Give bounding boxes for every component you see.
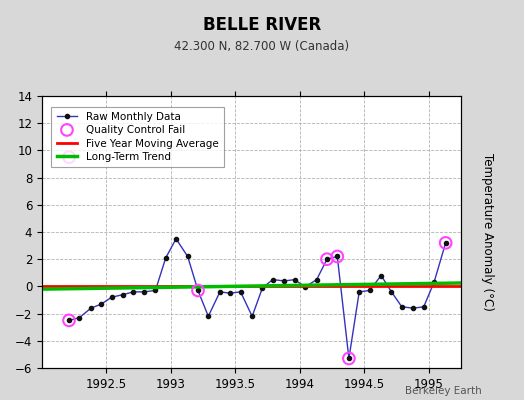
Line: Raw Monthly Data: Raw Monthly Data (67, 237, 447, 360)
Raw Monthly Data (259, 285, 266, 290)
Raw Monthly Data (281, 278, 288, 283)
Y-axis label: Temperature Anomaly (°C): Temperature Anomaly (°C) (481, 153, 494, 311)
Raw Monthly Data (98, 302, 104, 306)
Text: 42.300 N, 82.700 W (Canada): 42.300 N, 82.700 W (Canada) (174, 40, 350, 53)
Raw Monthly Data (431, 280, 437, 285)
Raw Monthly Data (399, 304, 405, 309)
Raw Monthly Data (237, 290, 244, 294)
Raw Monthly Data (195, 288, 201, 293)
Raw Monthly Data (205, 314, 212, 319)
Text: BELLE RIVER: BELLE RIVER (203, 16, 321, 34)
Raw Monthly Data (356, 290, 363, 294)
Legend: Raw Monthly Data, Quality Control Fail, Five Year Moving Average, Long-Term Tren: Raw Monthly Data, Quality Control Fail, … (51, 107, 224, 167)
Raw Monthly Data (162, 256, 169, 260)
Raw Monthly Data (76, 315, 82, 320)
Raw Monthly Data (324, 257, 330, 262)
Raw Monthly Data (270, 277, 276, 282)
Raw Monthly Data (120, 292, 126, 297)
Point (65, 154, 73, 160)
Quality Control Fail (194, 287, 202, 294)
Raw Monthly Data (313, 277, 320, 282)
Text: Berkeley Earth: Berkeley Earth (406, 386, 482, 396)
Raw Monthly Data (88, 306, 94, 310)
Raw Monthly Data (140, 290, 147, 294)
Quality Control Fail (323, 256, 331, 262)
Raw Monthly Data (108, 295, 115, 300)
Raw Monthly Data (388, 290, 395, 294)
Raw Monthly Data (217, 290, 223, 294)
Raw Monthly Data (173, 236, 179, 241)
Quality Control Fail (65, 317, 73, 324)
Quality Control Fail (333, 253, 342, 260)
Quality Control Fail (441, 240, 450, 246)
Raw Monthly Data (410, 306, 417, 310)
Raw Monthly Data (302, 285, 308, 290)
Raw Monthly Data (421, 304, 427, 309)
Raw Monthly Data (152, 288, 159, 293)
Raw Monthly Data (249, 314, 255, 319)
Raw Monthly Data (227, 291, 233, 296)
Raw Monthly Data (66, 318, 72, 323)
Raw Monthly Data (291, 277, 298, 282)
Raw Monthly Data (366, 288, 373, 293)
Raw Monthly Data (378, 273, 384, 278)
Raw Monthly Data (184, 254, 191, 259)
Raw Monthly Data (334, 254, 341, 259)
Quality Control Fail (345, 355, 353, 362)
Raw Monthly Data (346, 356, 352, 361)
Raw Monthly Data (130, 290, 137, 294)
Raw Monthly Data (442, 240, 449, 245)
